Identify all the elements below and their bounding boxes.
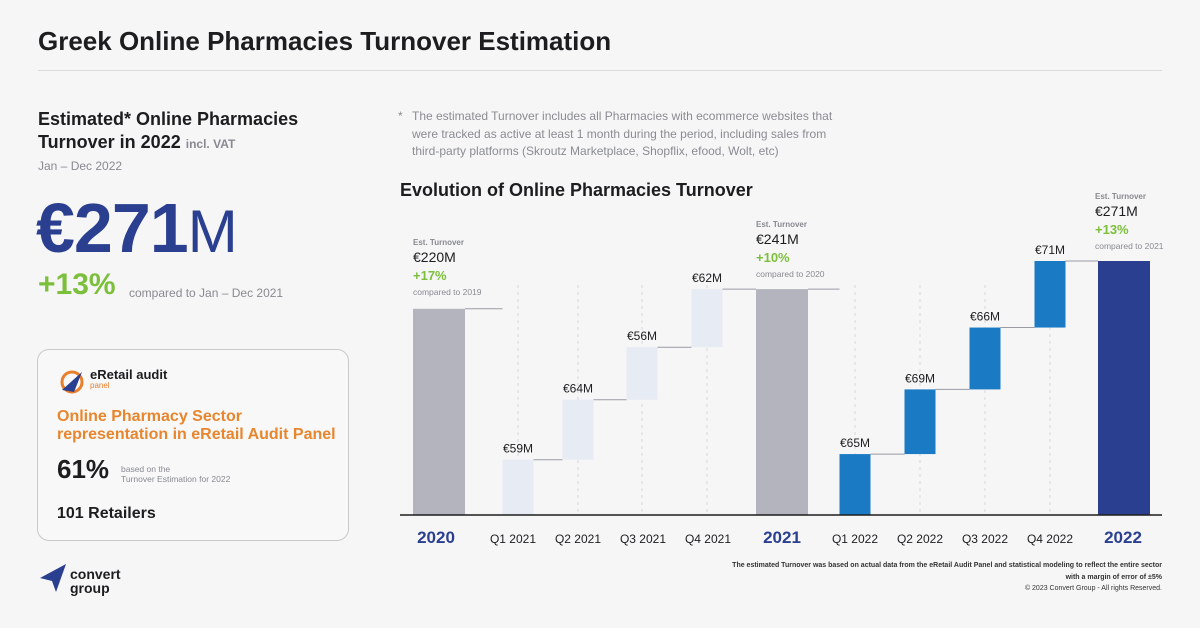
eretail-panel-card: eRetail audit panel Online Pharmacy Sect… — [37, 349, 349, 541]
panel-retailers: 101 Retailers — [57, 505, 156, 522]
x-tick-label: Q3 2022 — [962, 532, 1008, 546]
bar-q1-2021 — [502, 459, 534, 515]
panel-percentage-note: based on the Turnover Estimation for 202… — [121, 464, 230, 484]
title-divider — [38, 70, 1162, 71]
kpi-growth-compare: compared to Jan – Dec 2021 — [129, 286, 284, 300]
bar-q3-2022 — [969, 327, 1001, 390]
kpi-heading-text: Estimated* Online Pharmacies Turnover in… — [38, 109, 299, 152]
x-tick-label: Q3 2021 — [620, 532, 666, 546]
kpi-value: €271M — [36, 188, 238, 268]
bar-2020 — [413, 308, 465, 515]
kpi-heading: Estimated* Online Pharmacies Turnover in… — [38, 108, 338, 156]
convert-group-logo-line1: convert — [70, 566, 121, 582]
bar-q4-2022 — [1034, 261, 1066, 328]
bar-q3-2021 — [626, 347, 658, 400]
x-tick-label: 2020 — [417, 528, 455, 547]
x-tick-label: Q4 2021 — [685, 532, 731, 546]
bar-value-label: €62M — [692, 271, 722, 285]
page-title: Greek Online Pharmacies Turnover Estimat… — [38, 26, 612, 56]
bar-2022 — [1098, 261, 1150, 515]
bar-value-label: €59M — [503, 442, 533, 456]
kpi-value-unit: M — [187, 198, 238, 265]
panel-percentage-note-line2: Turnover Estimation for 2022 — [121, 474, 231, 484]
bar-value-label: €65M — [840, 436, 870, 450]
total-annotation-compare: compared to 2020 — [756, 269, 825, 279]
eretail-logo-name: eRetail audit — [90, 367, 168, 382]
x-tick-label: Q4 2022 — [1027, 532, 1073, 546]
bar-2021 — [756, 289, 808, 515]
bar-value-label: €56M — [627, 329, 657, 343]
kpi-period: Jan – Dec 2022 — [38, 159, 123, 173]
bar-value-label: €64M — [563, 382, 593, 396]
bar-q2-2021 — [562, 399, 594, 460]
eretail-logo-sub: panel — [90, 381, 110, 390]
total-annotation-value: €271M — [1095, 203, 1138, 219]
note-text: The estimated Turnover includes all Phar… — [412, 109, 833, 158]
x-tick-label: 2022 — [1104, 528, 1142, 547]
total-annotation-value: €220M — [413, 249, 456, 265]
bar-q2-2022 — [904, 389, 936, 455]
bar-q4-2021 — [691, 289, 723, 348]
x-tick-label: 2021 — [763, 528, 801, 547]
total-annotation-caption: Est. Turnover — [413, 238, 464, 247]
bar-value-label: €66M — [970, 310, 1000, 324]
kpi-growth: +13% — [38, 268, 116, 301]
footer-note: The estimated Turnover was based on actu… — [732, 562, 1162, 581]
chart-title: Evolution of Online Pharmacies Turnover — [400, 180, 753, 200]
total-annotation-growth: +13% — [1095, 222, 1129, 237]
eretail-logo-icon — [60, 370, 84, 394]
kpi-heading-suffix: incl. VAT — [185, 137, 236, 151]
bar-q1-2022 — [839, 454, 871, 515]
total-annotation-compare: compared to 2021 — [1095, 241, 1164, 251]
total-annotation-caption: Est. Turnover — [1095, 192, 1146, 201]
bar-value-label: €69M — [905, 371, 935, 385]
convert-group-logo-icon — [40, 564, 66, 592]
x-tick-label: Q1 2022 — [832, 532, 878, 546]
bar-value-label: €71M — [1035, 243, 1065, 257]
panel-percentage-note-line1: based on the — [121, 464, 171, 474]
note-asterisk: * — [398, 109, 403, 123]
kpi-value-number: €271 — [36, 189, 189, 267]
total-annotation-growth: +17% — [413, 268, 447, 283]
footer-copyright: © 2023 Convert Group - All rights Reserv… — [1024, 585, 1162, 592]
total-annotation-caption: Est. Turnover — [756, 220, 807, 229]
total-annotation-value: €241M — [756, 231, 799, 247]
convert-group-logo-text: convert group — [70, 567, 121, 595]
x-tick-label: Q2 2022 — [897, 532, 943, 546]
total-annotation-compare: compared to 2019 — [413, 287, 482, 297]
convert-group-logo-line2: group — [70, 580, 110, 596]
panel-heading: Online Pharmacy Sector representation in… — [57, 408, 336, 443]
x-tick-label: Q1 2021 — [490, 532, 536, 546]
x-tick-label: Q2 2021 — [555, 532, 601, 546]
total-annotation-growth: +10% — [756, 250, 790, 265]
panel-percentage: 61% — [57, 454, 110, 484]
